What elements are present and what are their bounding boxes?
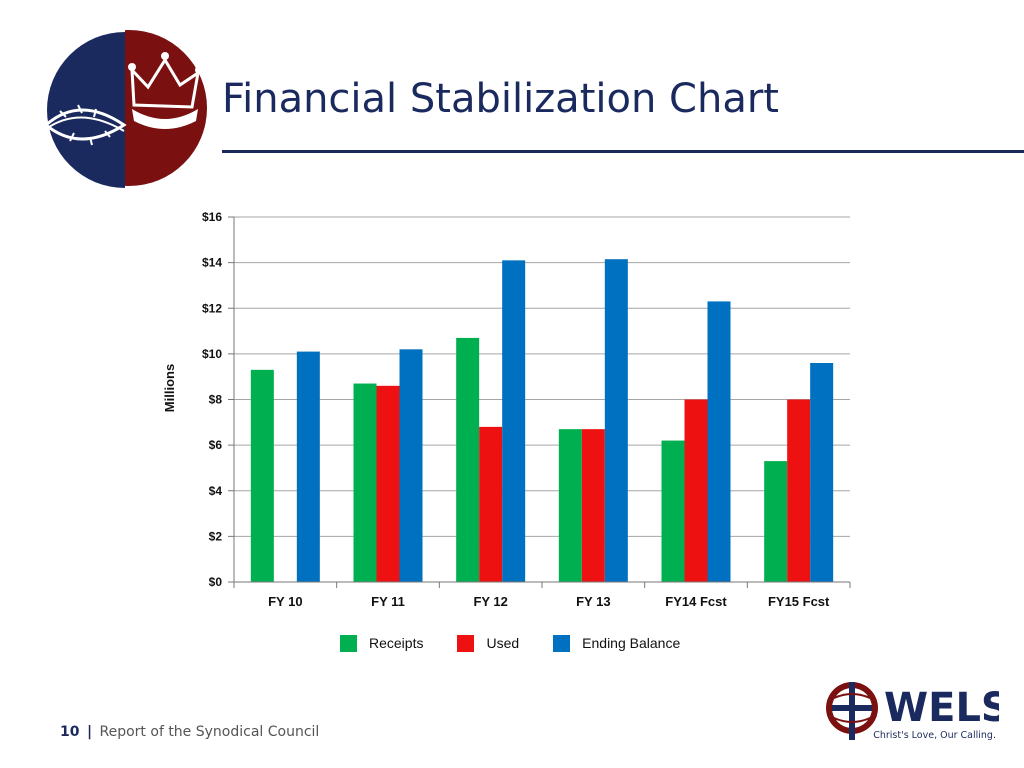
legend-item-receipts: Receipts xyxy=(340,634,424,652)
bar-ending-balance xyxy=(502,260,526,582)
x-tick-label: FY 13 xyxy=(576,594,610,609)
bar-receipts xyxy=(764,461,788,582)
bar-ending-balance xyxy=(707,301,731,582)
bar-receipts xyxy=(250,369,274,582)
bar-ending-balance xyxy=(399,349,423,582)
bar-ending-balance xyxy=(296,351,320,582)
footer-text: Report of the Synodical Council xyxy=(99,724,320,740)
legend-label-receipts: Receipts xyxy=(369,635,424,651)
bar-chart: $0 $2 $4 $6 $8 $10 $12 $14 $16 FY 10 FY 11 FY 12 FY … xyxy=(162,210,851,609)
wels-wordmark: WELS xyxy=(884,685,999,731)
page-number: 10 xyxy=(60,724,80,740)
x-tick-label: FY 10 xyxy=(268,594,302,609)
bar-receipts xyxy=(353,383,377,582)
x-tick-label: FY14 Fcst xyxy=(665,594,727,609)
y-tick-label: $2 xyxy=(209,529,223,543)
bar-used xyxy=(787,399,811,582)
y-tick-label: $12 xyxy=(202,301,222,315)
bar-used xyxy=(376,385,400,582)
legend-swatch-ending-balance xyxy=(553,634,571,652)
y-tick-label: $14 xyxy=(202,256,222,270)
legend-swatch-receipts xyxy=(340,634,357,652)
legend-item-used: Used xyxy=(457,634,520,652)
bar-ending-balance xyxy=(810,363,834,582)
y-axis-title: Millions xyxy=(162,364,177,412)
legend-label-ending-balance: Ending Balance xyxy=(582,635,681,651)
bar-ending-balance xyxy=(604,259,628,582)
y-tick-label: $10 xyxy=(202,347,222,361)
bar-used xyxy=(479,426,503,582)
footer-separator: | xyxy=(86,724,93,740)
y-tick-label: $16 xyxy=(202,210,222,224)
synod-emblem-logo xyxy=(40,25,210,195)
bar-receipts xyxy=(456,337,480,582)
wels-logo: WELS Christ's Love, Our Calling. xyxy=(824,678,1010,744)
y-tick-label: $8 xyxy=(209,393,223,407)
slide-title: Financial Stabilization Chart xyxy=(222,76,779,122)
bar-receipts xyxy=(661,440,685,582)
footer: 10 | Report of the Synodical Council xyxy=(60,724,319,740)
legend-label-used: Used xyxy=(486,635,520,651)
title-rule xyxy=(222,150,1024,153)
y-tick-label: $0 xyxy=(209,575,223,589)
chart-legend: Receipts Used Ending Balance xyxy=(340,632,714,654)
wels-tagline: Christ's Love, Our Calling. xyxy=(873,730,996,741)
y-tick-label: $4 xyxy=(209,484,223,498)
bar-used xyxy=(684,399,708,582)
x-tick-label: FY 12 xyxy=(473,594,507,609)
legend-item-ending-balance: Ending Balance xyxy=(553,634,681,652)
x-tick-label: FY 11 xyxy=(371,594,405,609)
x-tick-label: FY15 Fcst xyxy=(768,594,830,609)
bar-receipts xyxy=(558,429,582,582)
bar-used xyxy=(581,429,605,582)
legend-swatch-used xyxy=(457,634,475,652)
y-tick-label: $6 xyxy=(209,438,223,452)
